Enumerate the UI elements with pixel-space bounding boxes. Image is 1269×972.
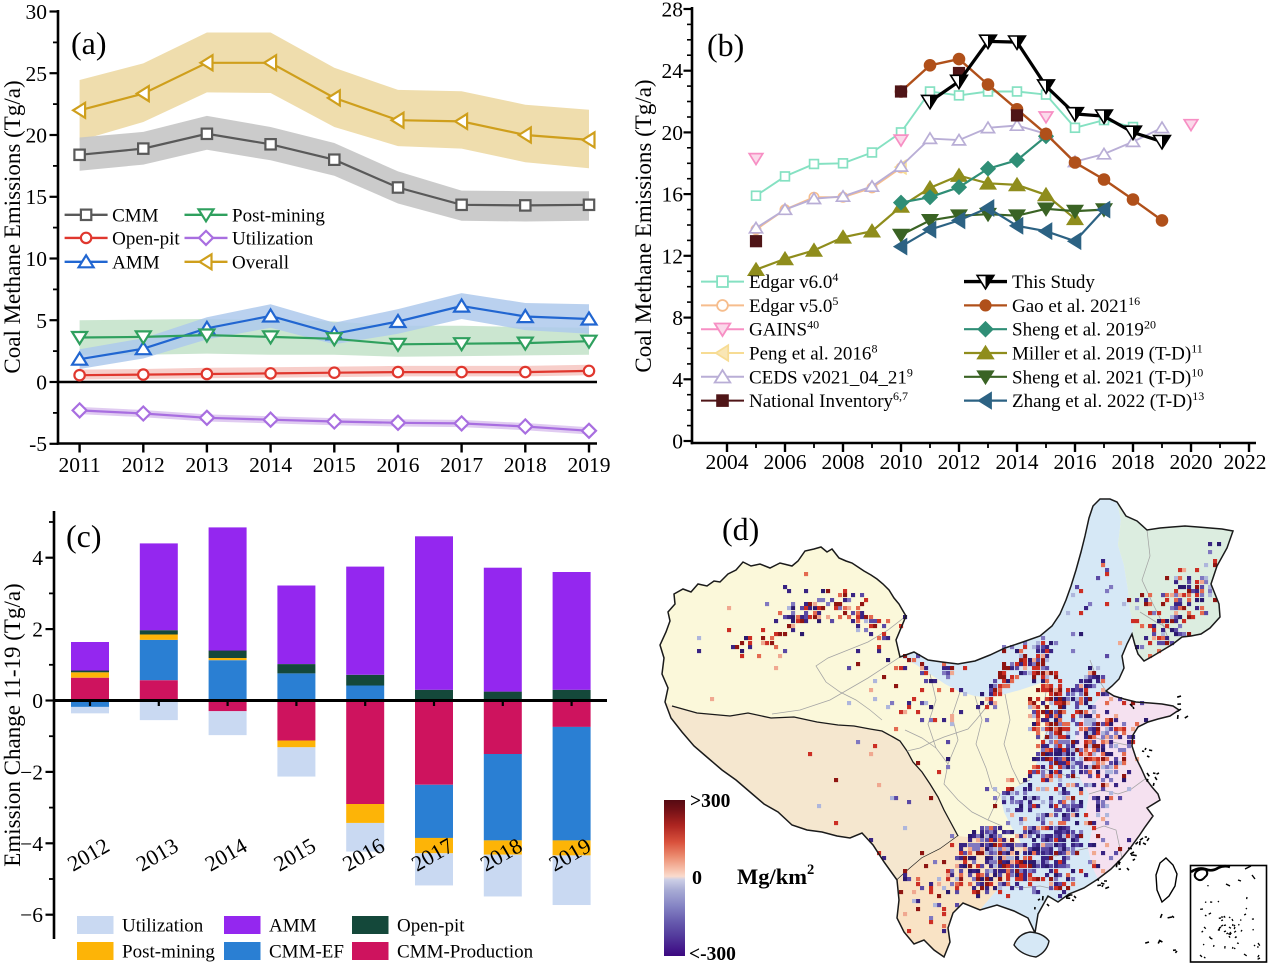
svg-text:2012: 2012 — [938, 450, 981, 474]
svg-text:20: 20 — [26, 124, 48, 148]
svg-text:>300: >300 — [690, 791, 730, 812]
svg-text:2012: 2012 — [122, 453, 165, 477]
svg-text:2006: 2006 — [764, 450, 807, 474]
svg-text:25: 25 — [26, 62, 48, 86]
svg-text:GAINS40: GAINS40 — [749, 318, 819, 341]
svg-text:2011: 2011 — [58, 453, 100, 477]
svg-text:2018: 2018 — [1112, 450, 1155, 474]
svg-text:(c): (c) — [66, 518, 102, 554]
svg-text:−6: −6 — [20, 903, 43, 927]
svg-text:−2: −2 — [20, 760, 43, 784]
svg-text:Overall: Overall — [232, 252, 289, 273]
svg-text:10: 10 — [26, 247, 48, 271]
svg-text:Miller et al. 2019 (T-D)11: Miller et al. 2019 (T-D)11 — [1012, 342, 1203, 365]
svg-text:2015: 2015 — [313, 453, 356, 477]
svg-text:CMM-Production: CMM-Production — [397, 942, 534, 963]
svg-text:Zhang et al. 2022 (T-D)13: Zhang et al. 2022 (T-D)13 — [1012, 389, 1204, 412]
svg-text:CMM-EF: CMM-EF — [269, 942, 344, 963]
svg-text:This Study: This Study — [1012, 272, 1095, 293]
svg-text:Open-pit: Open-pit — [112, 228, 180, 249]
svg-text:2016: 2016 — [1054, 450, 1097, 474]
svg-text:8: 8 — [672, 306, 683, 330]
svg-text:2004: 2004 — [706, 450, 749, 474]
svg-text:National Inventory6,7: National Inventory6,7 — [749, 389, 908, 412]
svg-text:2013: 2013 — [185, 453, 228, 477]
svg-text:Sheng et al. 201920: Sheng et al. 201920 — [1012, 318, 1156, 341]
svg-text:24: 24 — [662, 59, 684, 83]
svg-text:Emission Change 11-19 (Tg/a): Emission Change 11-19 (Tg/a) — [0, 583, 25, 866]
svg-text:2016: 2016 — [377, 453, 420, 477]
svg-text:AMM: AMM — [269, 916, 317, 937]
svg-text:AMM: AMM — [112, 252, 160, 273]
svg-text:0: 0 — [692, 867, 702, 889]
svg-text:16: 16 — [662, 183, 684, 207]
svg-text:CMM: CMM — [112, 205, 159, 226]
svg-text:2: 2 — [32, 618, 43, 642]
svg-text:Coal Methane Emissions (Tg/a): Coal Methane Emissions (Tg/a) — [631, 79, 656, 372]
svg-text:0: 0 — [36, 371, 47, 395]
svg-text:Edgar v6.04: Edgar v6.04 — [749, 270, 838, 293]
svg-text:2008: 2008 — [822, 450, 865, 474]
svg-text:2017: 2017 — [440, 453, 483, 477]
svg-text:0: 0 — [672, 430, 683, 454]
svg-text:(d): (d) — [722, 511, 759, 547]
svg-text:(b): (b) — [707, 27, 744, 63]
svg-text:-5: -5 — [29, 432, 47, 456]
svg-text:2019: 2019 — [568, 453, 611, 477]
svg-text:Sheng et al. 2021 (T-D)10: Sheng et al. 2021 (T-D)10 — [1012, 365, 1203, 388]
svg-text:15: 15 — [26, 185, 48, 209]
svg-text:Edgar v5.05: Edgar v5.05 — [749, 294, 838, 317]
svg-text:Utilization: Utilization — [232, 228, 314, 249]
svg-text:2020: 2020 — [1170, 450, 1213, 474]
svg-text:Peng et al. 20168: Peng et al. 20168 — [749, 342, 877, 365]
svg-text:2014: 2014 — [249, 453, 292, 477]
svg-text:<-300: <-300 — [689, 944, 736, 965]
svg-text:Utilization: Utilization — [122, 916, 204, 937]
svg-text:Post-mining: Post-mining — [122, 942, 215, 963]
svg-text:2022: 2022 — [1224, 450, 1267, 474]
svg-text:2014: 2014 — [996, 450, 1039, 474]
svg-text:Post-mining: Post-mining — [232, 205, 325, 226]
svg-text:CEDS v2021_04_219: CEDS v2021_04_219 — [749, 365, 913, 388]
svg-text:2010: 2010 — [880, 450, 923, 474]
svg-text:Gao et al. 202116: Gao et al. 202116 — [1012, 294, 1140, 317]
svg-text:2018: 2018 — [504, 453, 547, 477]
svg-text:30: 30 — [26, 0, 48, 24]
svg-text:Open-pit: Open-pit — [397, 916, 465, 937]
svg-text:Mg/km2: Mg/km2 — [737, 862, 814, 889]
svg-text:0: 0 — [32, 689, 43, 713]
svg-text:28: 28 — [662, 0, 684, 22]
svg-text:−4: −4 — [20, 832, 43, 856]
svg-text:Coal Methane Emissions (Tg/a): Coal Methane Emissions (Tg/a) — [0, 80, 25, 373]
svg-text:20: 20 — [662, 121, 684, 145]
svg-text:4: 4 — [32, 546, 43, 570]
svg-text:(a): (a) — [71, 25, 107, 61]
svg-text:5: 5 — [36, 309, 47, 333]
svg-text:4: 4 — [672, 368, 683, 392]
svg-text:12: 12 — [662, 244, 684, 268]
